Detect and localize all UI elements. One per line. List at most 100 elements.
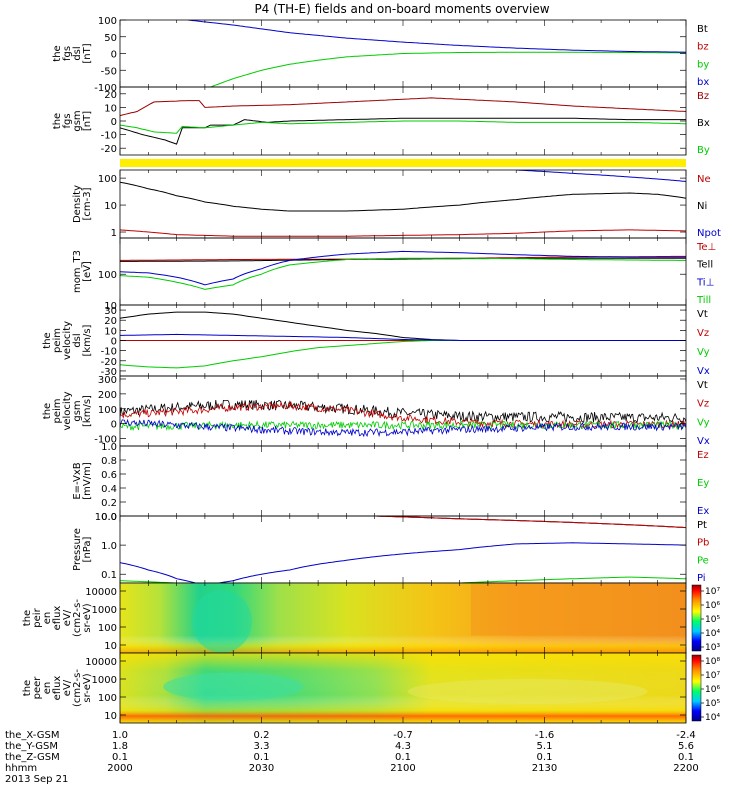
y-axis-label-line: peim (52, 398, 63, 423)
legend-ey: Ey (697, 478, 709, 489)
y-axis-label-line: eflux (52, 606, 63, 631)
y-tick-label: 0.8 (101, 456, 117, 467)
y-axis-label-line: the (52, 113, 63, 129)
y-axis-label-line: the (22, 610, 33, 626)
y-tick-label: 10000 (85, 587, 117, 598)
x-axis-row-value: -2.4 (676, 730, 696, 741)
x-axis-row-value: -1.6 (535, 730, 555, 741)
x-axis-row-label: the_Y-GSM (5, 741, 58, 752)
panel-efield: Ez Ey Ex 1.0 0.8 0.6 0.4 0.2 0.0 E=-VxB [mV/m] (72, 442, 709, 523)
legend-bz: Bz (697, 91, 709, 102)
series-line-ti- (120, 250, 686, 286)
y-tick-label: 100 (98, 693, 117, 704)
y-axis-label-line: sr-eV) (82, 673, 93, 702)
legend-ez: Ez (697, 450, 709, 461)
y-tick-label: 50 (104, 33, 117, 44)
x-axis-row-value: 3.3 (254, 741, 270, 752)
series-line-bz (120, 97, 686, 117)
y-tick-label: 0.4 (101, 484, 117, 495)
y-axis-label: the fgs gsm [nT] (52, 110, 93, 131)
y-tick-label: 0.2 (101, 498, 117, 509)
x-axis-row-label: hhmm (5, 763, 37, 774)
y-axis-label-line: [nT] (82, 111, 93, 131)
y-tick-label: 10 (104, 641, 117, 652)
series-line-tell (120, 257, 686, 262)
y-axis-label-line: fgs (62, 46, 73, 61)
legend-pi: Pi (697, 573, 706, 584)
series-line-till (120, 257, 686, 290)
x-axis-row-value: 0.1 (395, 752, 411, 763)
y-axis-label-line: (cm2-s- (72, 599, 83, 637)
colorbar-tick-label: 10³ (705, 643, 720, 653)
y-tick-label: -50 (101, 66, 117, 77)
y-tick-label: 1.0 (101, 442, 117, 453)
y-axis-label-line: Density (72, 185, 83, 223)
y-axis-label-line: peim (52, 328, 63, 353)
legend-tell: Tell (696, 260, 713, 271)
y-axis-label-line: [km/s] (82, 395, 93, 427)
panel-peir-en-eflux: 10⁷ 10⁶ 10⁵ 10⁴ 10³ 10000 1000 100 10 the peir en ef… (22, 582, 720, 654)
y-tick-label: 10 (104, 201, 117, 212)
legend-vt: Vt (697, 309, 708, 320)
legend-vy: Vy (697, 347, 710, 358)
y-tick-label: 100 (98, 174, 117, 185)
panel-fgs-dsl: Bt bz by bx 100 50 0 -50 -100 the fgs dsl [nT] (52, 16, 709, 94)
legend-ni: Ni (697, 201, 707, 212)
date-label: 2013 Sep 21 (5, 774, 68, 785)
y-axis-label-line: en (42, 682, 53, 695)
legend-vy: Vy (697, 417, 710, 428)
colorbar-tick-label: 10⁶ (705, 601, 720, 611)
panel-density: Ne Ni Npot 100 10 1 Density [cm-3] (72, 169, 721, 239)
y-axis-label-line: velocity (62, 321, 73, 360)
y-axis-label-line: peer (32, 676, 43, 700)
y-axis-label-line: [eV] (82, 261, 93, 282)
colorbar-tick-label: 10⁴ (705, 629, 720, 639)
x-axis-row-label: the_Z-GSM (5, 752, 60, 763)
y-axis-label-line: the (42, 403, 53, 419)
y-axis-label: E=-VxB [mV/m] (72, 462, 93, 500)
y-tick-label: -30 (101, 367, 117, 378)
legend-vt: Vt (697, 380, 708, 391)
legend-pe: Pe (697, 555, 709, 566)
legend-ti-: Ti⊥ (696, 277, 714, 288)
colorbar-tick-label: 10⁶ (705, 685, 720, 695)
x-axis-row-value: 2130 (532, 763, 557, 774)
x-axis-row-value: 1.0 (112, 730, 128, 741)
y-axis-label-line: E=-VxB (72, 462, 83, 499)
y-axis-label-line: [nT] (82, 43, 93, 63)
y-axis-label-line: velocity (62, 391, 73, 430)
panel-mode-bar (120, 159, 686, 167)
legend-vz: Vz (697, 399, 709, 410)
y-axis-label: the peer en eflux eV/(cm2-s-sr-eV) (22, 669, 93, 707)
y-axis-label-line: eV/ (62, 679, 73, 696)
panel-pressure: Pt Pb Pe Pi 10.0 1.0 0.1 Pressure [nPa] (72, 512, 709, 584)
y-tick-label: 10000 (85, 657, 117, 668)
y-axis-label: the peir en eflux eV/(cm2-s-sr-eV) (22, 599, 93, 637)
y-axis-label-line: sr-eV) (82, 603, 93, 632)
x-axis-annotation: the_X-GSM 1.0 0.2 -0.7 -1.6 -2.4 the_Y-GSM 1.8 3… (5, 730, 699, 785)
y-axis-label-line: the (22, 680, 33, 696)
legend-ex: Ex (697, 506, 709, 517)
panel-fgs-gsm: Bz Bx By 20 10 0 -10 -20 the fgs gsm [nT] (52, 86, 710, 156)
y-tick-label: 1000 (92, 675, 117, 686)
x-axis-row-label: the_X-GSM (5, 730, 59, 741)
y-tick-label: 10 (104, 103, 117, 114)
y-axis-label-line: dsl (72, 46, 83, 60)
y-tick-label: 1000 (92, 605, 117, 616)
y-tick-label: 20 (104, 316, 117, 327)
y-axis-label-line: gsm (72, 110, 83, 131)
y-tick-label: -100 (94, 83, 117, 94)
y-axis-label-line: mom_T3 (72, 250, 83, 293)
y-axis-label: the peim velocity gsm [km/s] (42, 391, 93, 430)
y-axis-label: Pressure [nPa] (72, 528, 93, 571)
series-line-vt (120, 399, 686, 424)
legend-vz: Vz (697, 328, 709, 339)
y-tick-label: -20 (101, 357, 117, 368)
x-axis-row-value: 0.1 (678, 752, 694, 763)
colorbar-tick-label: 10⁵ (705, 699, 720, 709)
y-axis-label-line: [cm-3] (82, 187, 93, 220)
y-axis-label-line: eV/ (62, 609, 73, 626)
